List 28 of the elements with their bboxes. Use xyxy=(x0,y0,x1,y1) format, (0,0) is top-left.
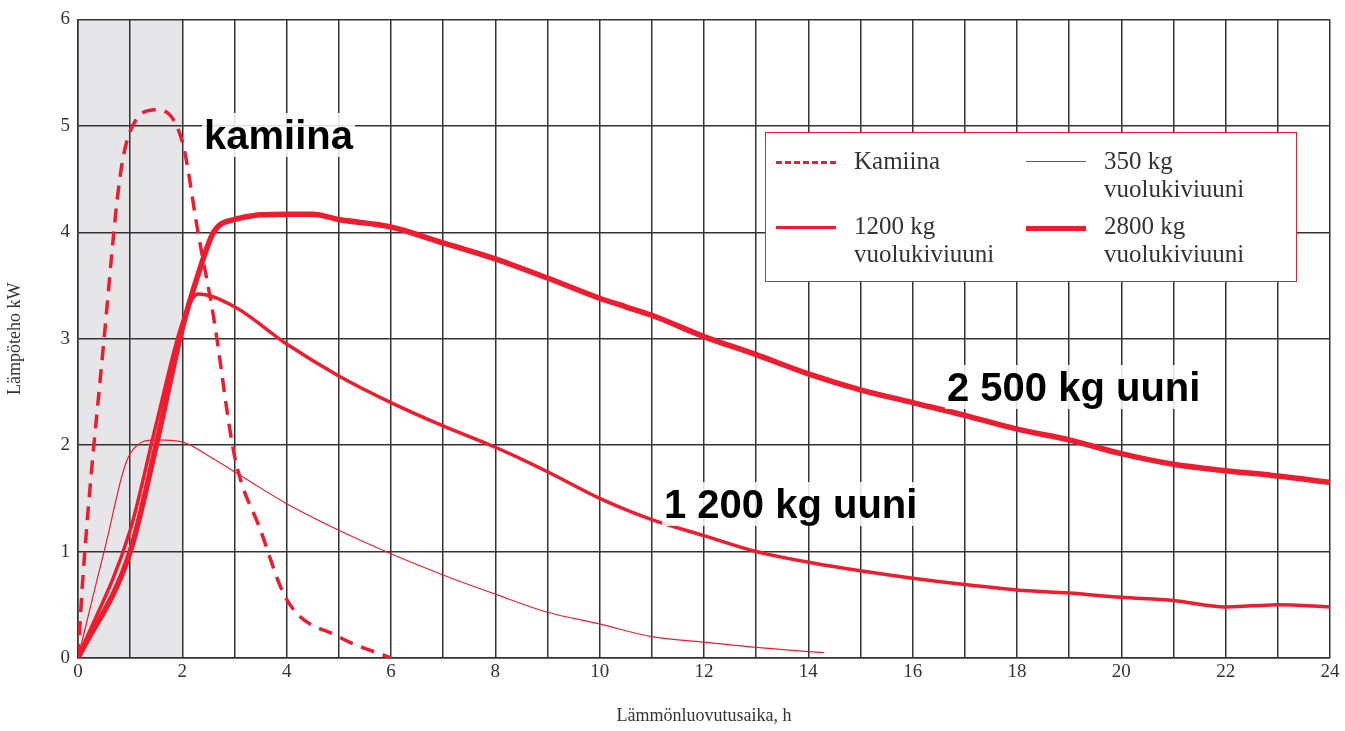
x-axis-title: Lämmönluovutusaika, h xyxy=(616,704,792,725)
x-tick-label: 20 xyxy=(1111,660,1131,682)
x-tick-label: 4 xyxy=(281,660,292,682)
y-tick-label: 3 xyxy=(60,326,70,348)
x-tick-label: 12 xyxy=(694,660,714,682)
y-tick-label: 4 xyxy=(60,220,71,242)
legend-label: 2800 kg vuolukiviuuni xyxy=(1104,212,1246,267)
y-tick-label: 5 xyxy=(60,113,70,135)
x-tick-label: 8 xyxy=(490,660,501,682)
legend-label: 1200 kg vuolukiviuuni xyxy=(854,212,996,267)
x-tick-label: 2 xyxy=(177,660,188,682)
x-tick-label: 16 xyxy=(903,660,923,682)
annotation: kamiina xyxy=(202,113,355,157)
y-tick-label: 2 xyxy=(60,433,70,455)
x-tick-label: 22 xyxy=(1216,660,1236,682)
legend-label: 350 kg vuolukiviuuni xyxy=(1104,147,1246,202)
legend-label: Kamiina xyxy=(854,147,942,175)
y-tick-label: 0 xyxy=(60,645,70,667)
y-tick-label: 1 xyxy=(60,539,70,561)
x-tick-label: 10 xyxy=(590,660,610,682)
x-tick-label: 24 xyxy=(1320,660,1340,682)
x-tick-label: 18 xyxy=(1007,660,1027,682)
annotation: 1 200 kg uuni xyxy=(662,482,920,526)
y-tick-label: 6 xyxy=(60,7,70,29)
x-tick-label: 14 xyxy=(798,660,819,682)
annotation: 2 500 kg uuni xyxy=(945,365,1203,409)
y-axis-title: Lämpöteho kW xyxy=(3,282,24,395)
x-tick-label: 6 xyxy=(386,660,396,682)
